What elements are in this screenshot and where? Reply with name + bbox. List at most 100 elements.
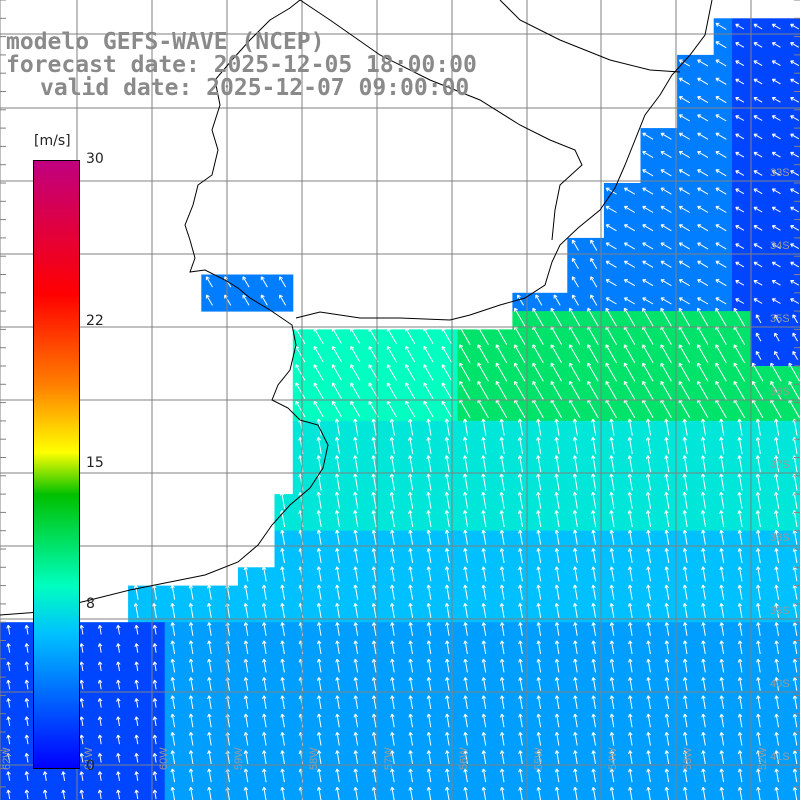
wind-arrow	[682, 622, 688, 636]
wind-arrow	[568, 380, 581, 400]
wind-arrow	[623, 297, 636, 305]
wind-cell	[786, 36, 800, 56]
wind-arrow	[774, 350, 780, 360]
wind-arrow	[737, 529, 743, 545]
wind-arrow	[350, 382, 361, 399]
wind-arrow	[353, 677, 359, 691]
wind-arrow	[790, 23, 800, 30]
wind-arrow	[646, 622, 651, 636]
wind-arrow	[426, 768, 432, 783]
wind-arrow	[481, 640, 487, 655]
wind-arrow	[701, 713, 706, 728]
wind-arrow	[371, 418, 377, 436]
wind-arrow	[646, 713, 651, 728]
wind-arrow	[408, 566, 414, 582]
wind-arrow	[753, 151, 763, 158]
wind-arrow	[792, 640, 798, 655]
wind-arrow	[152, 771, 158, 781]
wind-arrow	[591, 640, 596, 655]
wind-arrow	[536, 713, 542, 728]
wind-arrow	[550, 344, 563, 364]
wind-arrow	[700, 455, 706, 473]
wind-arrow	[463, 786, 468, 800]
wind-arrow	[462, 510, 469, 528]
wind-arrow	[771, 298, 781, 304]
wind-cell	[786, 109, 800, 129]
wind-arrow	[371, 491, 377, 509]
wind-arrow	[605, 297, 617, 305]
wind-arrow	[423, 345, 434, 363]
wind-arrow	[737, 510, 743, 528]
wind-arrow	[459, 362, 471, 382]
wind-arrow	[316, 786, 322, 800]
wind-arrow	[697, 59, 709, 67]
wind-arrow	[316, 566, 322, 582]
wind-arrow	[116, 771, 121, 781]
wind-arrow	[682, 510, 688, 528]
wind-arrow	[481, 418, 487, 436]
wind-arrow	[518, 548, 523, 564]
wind-arrow	[280, 640, 285, 655]
wind-arrow	[646, 602, 651, 618]
wind-arrow	[243, 640, 249, 655]
wind-arrow	[735, 78, 745, 85]
wind-arrow	[790, 78, 800, 85]
wind-arrow	[701, 566, 706, 582]
wind-arrow	[605, 307, 617, 327]
wind-arrow	[554, 731, 560, 746]
wind-arrow	[499, 418, 505, 436]
wind-arrow	[792, 768, 798, 783]
wind-arrow	[334, 491, 340, 509]
wind-arrow	[423, 327, 434, 345]
wind-arrow	[389, 455, 395, 473]
wind-arrow	[408, 418, 414, 436]
wind-arrow	[700, 473, 706, 491]
wind-arrow	[463, 750, 468, 764]
wind-arrow	[134, 661, 139, 672]
wind-arrow	[719, 510, 725, 528]
wind-arrow	[426, 640, 432, 655]
wind-arrow	[353, 566, 359, 582]
wind-arrow	[591, 418, 597, 436]
wind-arrow	[79, 643, 84, 653]
wind-arrow	[719, 695, 725, 710]
wind-arrow	[682, 529, 688, 545]
wind-arrow	[700, 418, 706, 436]
wind-arrow	[24, 734, 30, 745]
wind-cell	[256, 786, 275, 800]
wind-arrow	[499, 750, 505, 764]
longitude-label: 62W	[1, 747, 13, 770]
wind-arrow	[774, 584, 780, 600]
wind-arrow	[335, 584, 340, 600]
wind-arrow	[591, 529, 597, 545]
wind-arrow	[660, 260, 672, 268]
wind-arrow	[353, 602, 359, 618]
wind-cell	[786, 640, 800, 660]
wind-arrow	[682, 658, 688, 673]
wind-arrow	[678, 279, 690, 287]
wind-arrow	[660, 344, 672, 364]
wind-arrow	[627, 548, 633, 564]
wind-arrow	[682, 677, 688, 691]
wind-arrow	[280, 768, 285, 783]
wind-cell	[786, 475, 800, 495]
wind-arrow	[609, 768, 615, 783]
wind-arrow	[771, 78, 781, 85]
wind-arrow	[753, 280, 763, 286]
wind-arrow	[24, 698, 30, 708]
wind-arrow	[6, 789, 11, 800]
wind-arrow	[280, 713, 285, 728]
latitude-label: 35S	[770, 313, 790, 325]
wind-cell	[786, 786, 800, 800]
wind-arrow	[790, 151, 800, 158]
wind-cell	[366, 786, 385, 800]
wind-arrow	[514, 380, 526, 400]
wind-arrow	[735, 170, 745, 176]
longitude-label: 55W	[533, 747, 545, 770]
wind-arrow	[664, 768, 670, 783]
wind-arrow	[536, 677, 542, 691]
wind-arrow	[97, 752, 103, 763]
wind-cell	[786, 201, 800, 221]
wind-cell	[786, 54, 800, 74]
wind-arrow	[642, 380, 654, 400]
